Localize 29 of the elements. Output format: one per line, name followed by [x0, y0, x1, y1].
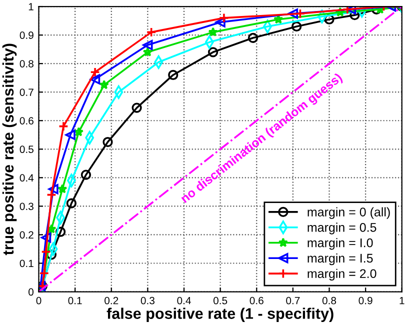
y-axis-title: true positive rate (sensitivity) [2, 44, 17, 256]
x-tick-label: 0.2 [104, 296, 118, 304]
legend-label: margin = I.0 [308, 238, 373, 250]
y-tick-label: 0.5 [20, 146, 34, 154]
x-tick-label: 0 [36, 296, 42, 304]
x-tick-label: 0.5 [213, 296, 228, 304]
y-tick-label: 1 [28, 3, 34, 10]
x-tick-label: 0.8 [322, 296, 336, 304]
x-tick-label: 0.4 [177, 296, 191, 304]
y-tick-label: 0.1 [20, 260, 34, 268]
y-tick-label: 0.4 [20, 174, 34, 182]
legend-label: margin = 0.5 [308, 222, 376, 234]
x-axis-title: false positive rate (1 - specifity) [106, 308, 334, 322]
y-tick-label: 0.2 [20, 231, 34, 239]
y-tick-label: 0.8 [20, 60, 34, 68]
x-tick-label: 0.9 [358, 296, 372, 304]
y-tick-label: 0 [28, 288, 34, 296]
legend-label: margin = 2.0 [308, 268, 376, 281]
y-tick-label: 0.6 [20, 117, 34, 124]
legend-label: margin = I.5 [308, 253, 373, 266]
x-tick-label: 1 [400, 297, 404, 304]
x-tick-label: 0.3 [140, 296, 154, 304]
y-tick-label: 0.3 [20, 202, 34, 210]
legend-label: margin = 0 (all) [308, 207, 390, 219]
x-tick-label: 0.7 [286, 296, 300, 304]
y-tick-label: 0.9 [20, 32, 34, 39]
x-tick-label: 0.1 [68, 296, 82, 304]
x-tick-label: 0.6 [250, 296, 264, 304]
y-tick-label: 0.7 [20, 88, 34, 96]
